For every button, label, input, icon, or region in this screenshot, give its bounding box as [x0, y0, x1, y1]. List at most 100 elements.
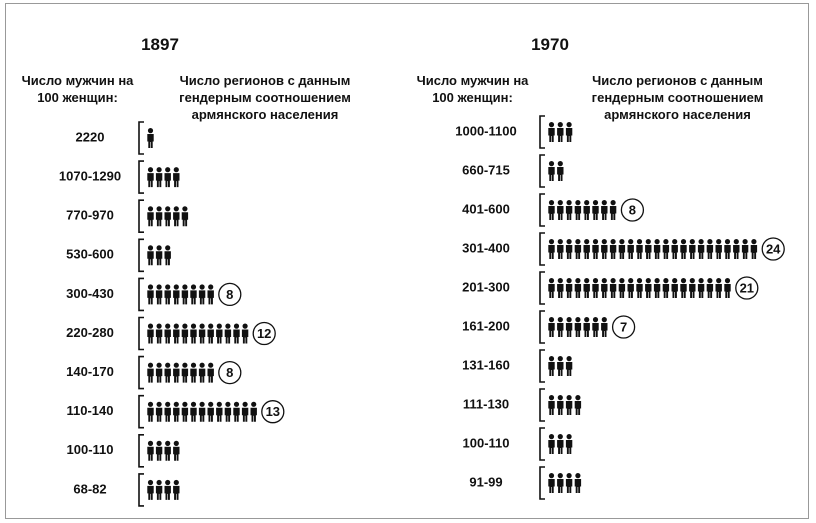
person-icon [173, 167, 180, 188]
chart-title: 1970 [531, 35, 569, 54]
person-icon [548, 200, 555, 220]
icon-row [147, 245, 171, 266]
person-icon [565, 200, 573, 220]
person-icon [601, 317, 608, 337]
person-icon [592, 317, 599, 337]
bracket [539, 388, 545, 422]
bracket [138, 277, 144, 312]
person-icon [207, 284, 214, 305]
y-label: Число регионов с данным гендерным соотно… [591, 73, 764, 122]
bracket [539, 271, 545, 305]
bracket [539, 232, 545, 266]
person-icon [574, 395, 582, 415]
person-icon [155, 167, 163, 188]
person-icon [548, 395, 555, 415]
person-icon [645, 278, 652, 298]
person-icon [565, 434, 573, 454]
person-icon [164, 167, 171, 188]
value-label-circle [735, 276, 759, 300]
category-label: 401-600 [462, 201, 510, 216]
icon-row [147, 206, 189, 227]
category-label: 220-280 [66, 325, 114, 340]
person-icon [155, 401, 163, 422]
chart-title: 1897 [141, 35, 179, 54]
person-icon [557, 395, 564, 415]
x-label: Число мужчин на 100 женщин: [21, 73, 134, 105]
person-icon [680, 278, 687, 298]
person-icon [671, 278, 678, 298]
category-label: 1070-1290 [59, 169, 121, 184]
person-icon [601, 239, 608, 259]
bracket [138, 199, 144, 233]
icon-row [147, 440, 180, 461]
icon-row [548, 473, 582, 493]
category-label: 100-110 [463, 435, 510, 450]
person-icon [198, 323, 206, 344]
bracket [138, 355, 144, 390]
person-icon [164, 479, 171, 500]
person-icon [618, 239, 626, 259]
person-icon [609, 239, 617, 259]
category-label: 161-200 [462, 318, 510, 333]
value-label-circle [252, 321, 276, 346]
bracket [138, 121, 144, 155]
category-label: 1000-1100 [455, 123, 516, 138]
value-label: 21 [740, 280, 754, 295]
person-icon [155, 362, 163, 383]
person-icon [216, 401, 223, 422]
icon-row [548, 161, 564, 181]
icon-row [548, 317, 608, 337]
person-icon [173, 401, 180, 422]
person-icon [741, 239, 749, 259]
person-icon [250, 401, 257, 422]
person-icon [680, 239, 687, 259]
person-icon [147, 128, 154, 148]
value-label: 8 [629, 202, 636, 217]
icon-row [548, 278, 731, 298]
person-icon [147, 362, 154, 383]
y-label: Число регионов с данным гендерным соотно… [179, 73, 351, 122]
icon-row [548, 200, 617, 220]
person-icon [565, 395, 573, 415]
value-label: 8 [226, 287, 233, 302]
person-icon [190, 323, 197, 344]
category-label: 131-160 [462, 357, 510, 372]
frame [5, 3, 809, 519]
person-icon [548, 473, 555, 493]
person-icon [548, 239, 555, 259]
bracket [138, 238, 144, 273]
person-icon [207, 323, 214, 344]
person-icon [233, 323, 240, 344]
category-label: 91-99 [469, 474, 502, 489]
value-label-circle [611, 315, 636, 339]
person-icon [565, 356, 573, 376]
person-icon [706, 278, 714, 298]
bracket [539, 310, 545, 344]
bracket [138, 434, 144, 468]
bracket [539, 466, 545, 500]
person-icon [592, 239, 599, 259]
person-icon [173, 323, 180, 344]
person-icon [565, 473, 573, 493]
person-icon [181, 284, 189, 305]
person-icon [733, 239, 740, 259]
value-label-circle [261, 400, 285, 424]
value-label: 13 [266, 404, 280, 419]
category-label: 301-400 [462, 240, 510, 255]
person-icon [181, 401, 189, 422]
person-icon [592, 278, 599, 298]
category-label: 111-130 [463, 396, 509, 411]
person-icon [697, 278, 705, 298]
person-icon [224, 401, 232, 422]
person-icon [592, 200, 599, 220]
icon-row [548, 356, 573, 376]
person-icon [565, 239, 573, 259]
category-label: 110-140 [67, 403, 114, 418]
person-icon [689, 239, 696, 259]
person-icon [548, 278, 555, 298]
person-icon [557, 317, 564, 337]
person-icon [574, 200, 582, 220]
bracket [138, 394, 144, 429]
person-icon [609, 278, 617, 298]
